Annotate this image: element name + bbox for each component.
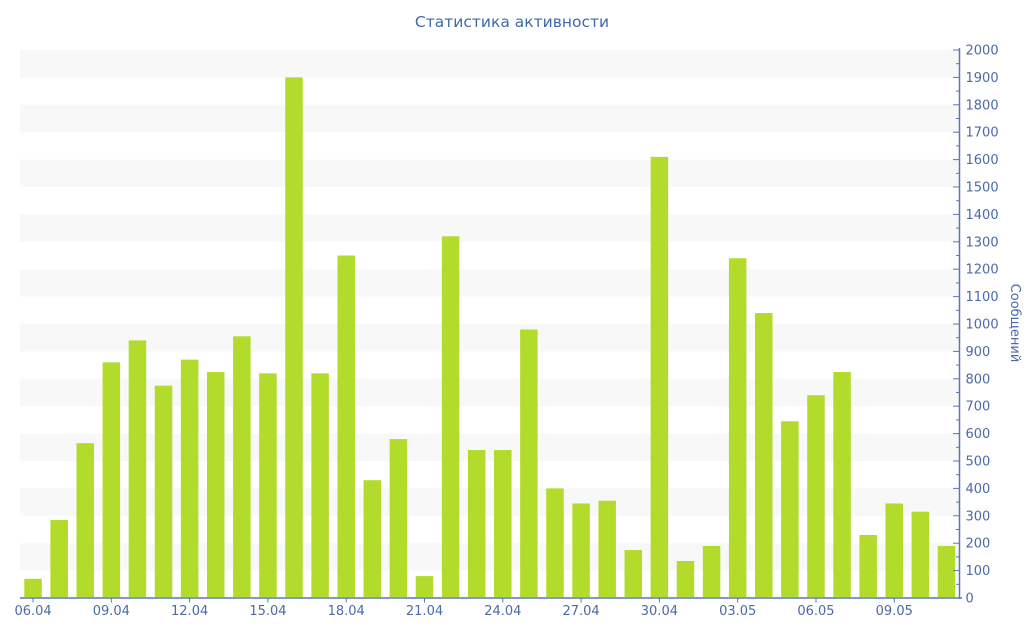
y-tick-label: 400 <box>966 482 991 497</box>
bar-03.05 <box>728 258 747 597</box>
y-tick-label: 2000 <box>966 44 999 59</box>
plot-stripe <box>20 159 960 187</box>
bar-21.04 <box>415 576 434 597</box>
bar-29.04 <box>624 550 643 597</box>
bar-04.05 <box>755 313 773 597</box>
bar-06.04 <box>24 578 42 597</box>
y-tick-label: 1100 <box>966 290 999 305</box>
x-tick-label: 06.05 <box>797 604 834 619</box>
x-tick-label: 09.05 <box>876 604 913 619</box>
bar-10.04 <box>128 340 147 597</box>
bar-15.04 <box>259 373 277 597</box>
y-tick-label: 1600 <box>966 153 999 168</box>
y-tick-label: 1200 <box>966 263 999 278</box>
bar-24.04 <box>494 450 512 597</box>
bar-22.04 <box>441 236 460 597</box>
y-tick-label: 1500 <box>966 181 999 196</box>
plot-stripe <box>20 543 960 571</box>
plot-stripe <box>20 378 960 407</box>
y-tick-label: 1000 <box>966 318 999 333</box>
bar-16.04 <box>285 77 303 597</box>
plot-stripe <box>20 433 960 461</box>
bar-14.04 <box>233 336 251 597</box>
bar-01.05 <box>676 561 695 597</box>
y-tick-label: 1700 <box>966 126 999 141</box>
bar-25.04 <box>520 329 538 597</box>
bar-11.04 <box>154 385 173 597</box>
y-tick-label: 200 <box>966 537 991 552</box>
bar-27.04 <box>572 503 590 597</box>
x-tick-label: 12.04 <box>171 604 208 619</box>
bar-05.05 <box>781 421 799 597</box>
bar-07.05 <box>833 371 851 597</box>
bar-23.04 <box>467 450 486 597</box>
x-tick-label: 06.04 <box>14 604 51 619</box>
y-tick-label: 700 <box>966 400 991 415</box>
y-tick-label: 600 <box>966 427 991 442</box>
y-axis-title: Сообщений <box>1007 284 1022 363</box>
bar-06.05 <box>807 395 825 597</box>
bar-13.04 <box>206 371 225 597</box>
y-tick-label: 800 <box>966 372 991 387</box>
plot-stripe <box>20 50 960 78</box>
bar-20.04 <box>389 439 408 597</box>
bar-12.04 <box>180 359 199 597</box>
y-tick-label: 300 <box>966 509 991 524</box>
x-tick-label: 09.04 <box>93 604 130 619</box>
y-tick-label: 0 <box>966 592 974 607</box>
bar-19.04 <box>363 480 382 597</box>
y-tick-label: 100 <box>966 564 991 579</box>
y-tick-label: 900 <box>966 345 991 360</box>
y-tick-label: 1400 <box>966 208 999 223</box>
bar-02.05 <box>702 545 721 597</box>
bar-10.05 <box>911 511 930 597</box>
bar-08.05 <box>859 534 877 597</box>
bar-17.04 <box>311 373 329 597</box>
x-tick-label: 24.04 <box>484 604 521 619</box>
plot-stripe <box>20 214 960 242</box>
bar-30.04 <box>650 156 669 598</box>
chart-title: Статистика активности <box>414 13 610 31</box>
x-tick-label: 03.05 <box>719 604 756 619</box>
bar-18.04 <box>337 255 355 597</box>
y-tick-label: 500 <box>966 455 991 470</box>
plot-stripe <box>20 324 960 352</box>
plot-stripe <box>20 104 960 133</box>
bar-07.04 <box>50 519 68 597</box>
bar-26.04 <box>546 488 564 597</box>
x-tick-label: 18.04 <box>328 604 365 619</box>
bar-09.05 <box>885 503 904 597</box>
bar-11.05 <box>937 545 956 597</box>
bar-28.04 <box>598 500 616 597</box>
x-tick-label: 21.04 <box>406 604 443 619</box>
x-tick-label: 30.04 <box>641 604 678 619</box>
x-tick-label: 27.04 <box>562 604 599 619</box>
plot-stripe <box>20 269 960 297</box>
bar-09.04 <box>102 362 121 597</box>
x-tick-label: 15.04 <box>249 604 286 619</box>
bar-08.04 <box>76 443 94 597</box>
y-tick-label: 1900 <box>966 71 999 86</box>
y-tick-label: 1300 <box>966 235 999 250</box>
plot-stripe <box>20 488 960 516</box>
y-tick-label: 1800 <box>966 98 999 113</box>
